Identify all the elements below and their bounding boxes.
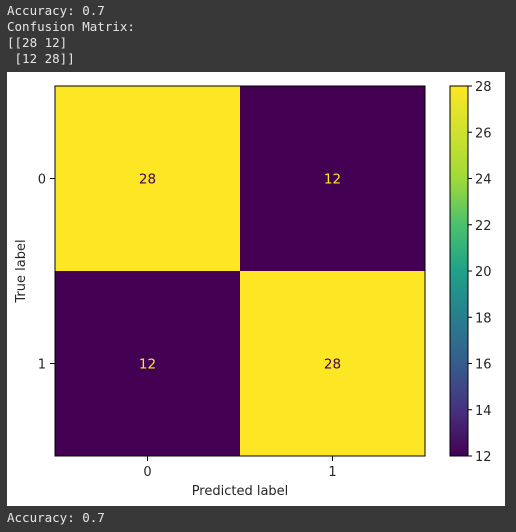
heatmap-cell <box>55 271 240 456</box>
x-axis-label: Predicted label <box>192 484 289 499</box>
x-tick-label: 1 <box>328 465 336 480</box>
colorbar-tick-label: 14 <box>475 404 492 419</box>
colorbar-tick-label: 24 <box>475 173 492 188</box>
colorbar-tick-label: 22 <box>475 219 492 234</box>
colorbar: 12 14 16 18 20 22 24 26 28 <box>449 80 492 465</box>
colorbar-tick-label: 20 <box>475 265 492 280</box>
cell-value-label: 28 <box>324 357 341 373</box>
y-tick-label: 1 <box>38 358 46 373</box>
colorbar-gradient <box>450 86 468 456</box>
x-tick-label: 0 <box>143 465 151 480</box>
heatmap-cell <box>240 271 425 456</box>
colorbar-tick-label: 16 <box>475 358 492 373</box>
cell-value-label: 12 <box>139 357 156 373</box>
colorbar-tick-label: 12 <box>475 450 492 465</box>
heatmap-cell <box>240 86 425 271</box>
output-line-matrix-row-0: [[28 12] <box>7 35 68 50</box>
confusion-matrix-chart: 28 12 12 28 0 1 0 1 Predicted label True label… <box>14 80 492 499</box>
heatmap-axes: 0 1 0 1 <box>38 85 426 480</box>
cell-value-label: 28 <box>139 172 156 188</box>
plot-frame <box>54 85 426 457</box>
output-line-matrix-heading: Confusion Matrix: <box>7 19 135 34</box>
colorbar-tick-label: 28 <box>475 80 492 95</box>
cell-value-label: 12 <box>324 172 341 188</box>
colorbar-tick-label: 26 <box>475 126 492 141</box>
confusion-matrix-figure: 28 12 12 28 0 1 0 1 Predicted label True label… <box>7 72 505 506</box>
colorbar-tick-label: 18 <box>475 311 492 326</box>
output-line-matrix-row-1: [12 28]] <box>7 51 75 66</box>
y-axis-label: True label <box>14 239 29 303</box>
y-tick-label: 0 <box>38 173 46 188</box>
heatmap-cells: 28 12 12 28 <box>55 86 425 456</box>
output-line-accuracy: Accuracy: 0.7 <box>7 3 105 18</box>
output-line-accuracy-repeat: Accuracy: 0.7 <box>7 510 105 525</box>
heatmap-cell <box>55 86 240 271</box>
